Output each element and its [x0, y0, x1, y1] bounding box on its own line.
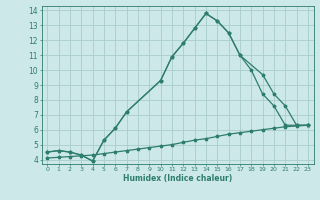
X-axis label: Humidex (Indice chaleur): Humidex (Indice chaleur)	[123, 174, 232, 183]
